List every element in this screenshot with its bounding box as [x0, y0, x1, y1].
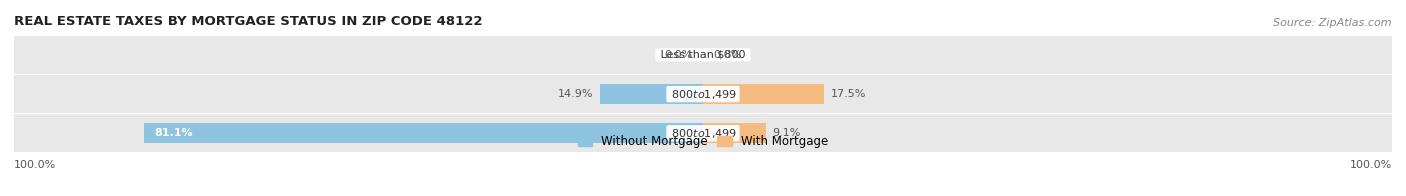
- Text: REAL ESTATE TAXES BY MORTGAGE STATUS IN ZIP CODE 48122: REAL ESTATE TAXES BY MORTGAGE STATUS IN …: [14, 15, 482, 28]
- Text: $800 to $1,499: $800 to $1,499: [668, 88, 738, 101]
- Bar: [14, 75, 1392, 113]
- Bar: [600, 84, 703, 104]
- Bar: [14, 36, 1392, 74]
- Text: 0.0%: 0.0%: [665, 50, 693, 60]
- Text: 100.0%: 100.0%: [14, 160, 56, 170]
- Text: 14.9%: 14.9%: [558, 89, 593, 99]
- Text: $800 to $1,499: $800 to $1,499: [668, 127, 738, 140]
- Text: 17.5%: 17.5%: [831, 89, 866, 99]
- Bar: [145, 123, 703, 143]
- Bar: [703, 84, 824, 104]
- Text: 81.1%: 81.1%: [155, 128, 193, 138]
- Legend: Without Mortgage, With Mortgage: Without Mortgage, With Mortgage: [574, 130, 832, 153]
- Text: 0.0%: 0.0%: [713, 50, 741, 60]
- Bar: [14, 114, 1392, 152]
- Text: 9.1%: 9.1%: [772, 128, 801, 138]
- Text: Source: ZipAtlas.com: Source: ZipAtlas.com: [1274, 18, 1392, 28]
- Bar: [703, 123, 766, 143]
- Text: Less than $800: Less than $800: [657, 50, 749, 60]
- Text: 100.0%: 100.0%: [1350, 160, 1392, 170]
